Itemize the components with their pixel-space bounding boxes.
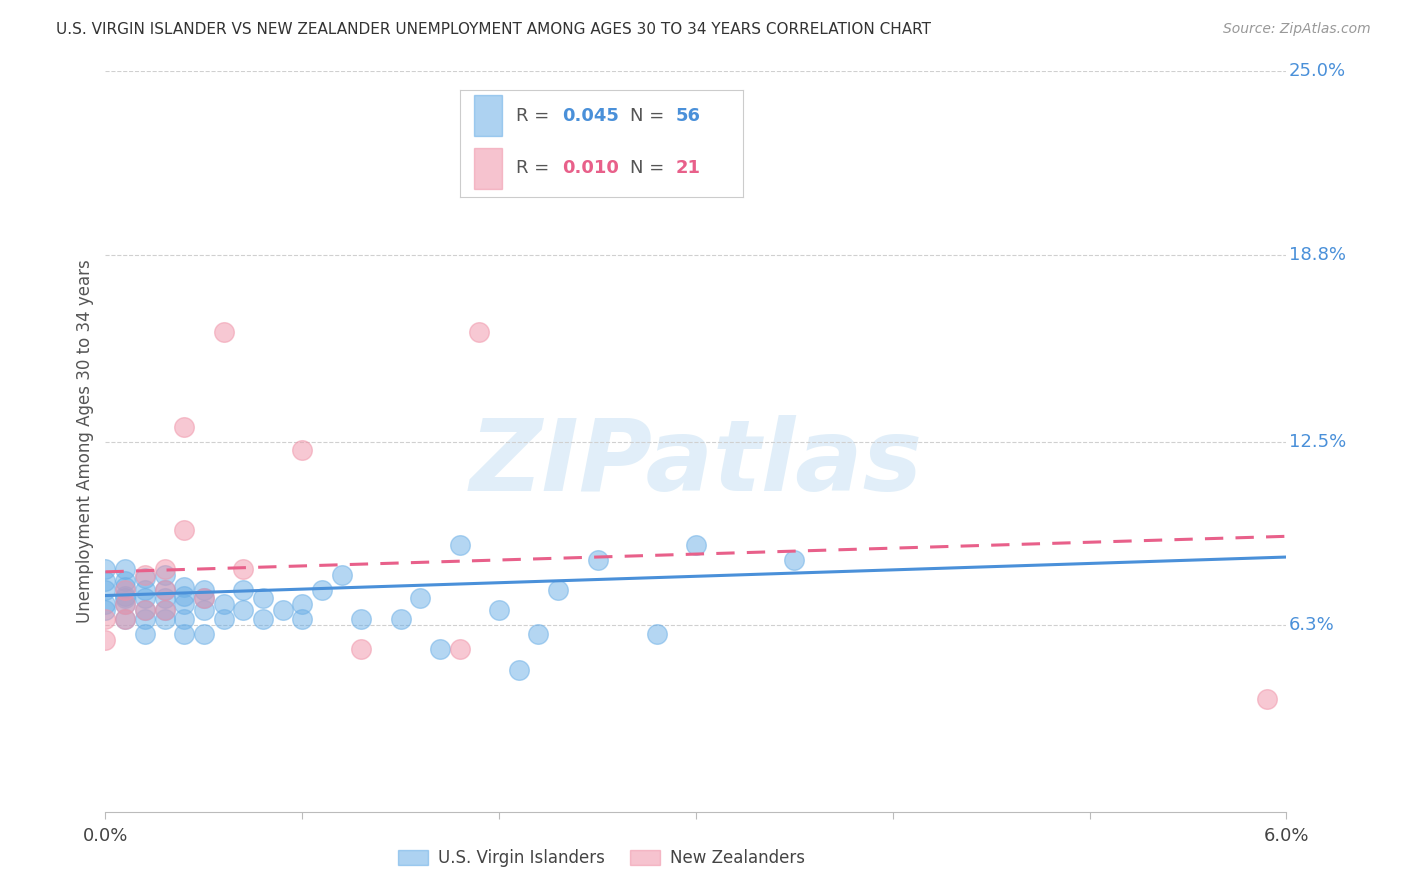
Point [291, 612, 314, 626]
Point [134, 603, 156, 617]
Point [94, 574, 117, 588]
Point [212, 598, 235, 612]
Point [134, 571, 156, 585]
Point [193, 591, 215, 606]
Point [114, 589, 136, 603]
Point [153, 591, 176, 606]
Point [173, 580, 195, 594]
Point [389, 612, 412, 626]
Point [547, 582, 569, 597]
Point [153, 582, 176, 597]
Point [350, 641, 373, 656]
Point [153, 567, 176, 582]
Y-axis label: Unemployment Among Ages 30 to 34 years: Unemployment Among Ages 30 to 34 years [76, 260, 94, 624]
Text: ZIPatlas: ZIPatlas [470, 416, 922, 512]
Point [173, 589, 195, 603]
Point [193, 603, 215, 617]
Point [114, 574, 136, 588]
Point [94, 632, 117, 647]
Point [114, 562, 136, 576]
Point [153, 562, 176, 576]
Point [153, 603, 176, 617]
Point [1256, 692, 1278, 706]
Point [134, 612, 156, 626]
Point [330, 567, 353, 582]
Point [232, 603, 254, 617]
Point [153, 582, 176, 597]
Legend: U.S. Virgin Islanders, New Zealanders: U.S. Virgin Islanders, New Zealanders [391, 842, 811, 874]
Point [508, 168, 530, 182]
Point [134, 591, 156, 606]
Point [94, 603, 117, 617]
Point [488, 603, 510, 617]
Point [114, 582, 136, 597]
Point [173, 419, 195, 434]
Point [94, 598, 117, 612]
Point [449, 641, 471, 656]
Point [429, 641, 451, 656]
Point [350, 612, 373, 626]
Point [586, 553, 609, 567]
Point [449, 538, 471, 552]
Point [291, 598, 314, 612]
Text: 25.0%: 25.0% [1289, 62, 1346, 80]
Point [134, 627, 156, 641]
Point [685, 538, 707, 552]
Point [173, 627, 195, 641]
Point [94, 582, 117, 597]
Point [193, 591, 215, 606]
Point [252, 612, 274, 626]
Text: 6.3%: 6.3% [1289, 616, 1334, 634]
Point [193, 582, 215, 597]
Point [114, 598, 136, 612]
Point [212, 325, 235, 339]
Point [409, 591, 432, 606]
Point [232, 582, 254, 597]
Text: Source: ZipAtlas.com: Source: ZipAtlas.com [1223, 22, 1371, 37]
Point [212, 612, 235, 626]
Point [153, 612, 176, 626]
Point [527, 627, 550, 641]
Point [271, 603, 294, 617]
Point [114, 580, 136, 594]
Point [134, 603, 156, 617]
Point [508, 663, 530, 677]
Point [645, 627, 668, 641]
Point [468, 325, 491, 339]
Text: 18.8%: 18.8% [1289, 246, 1346, 264]
Text: 12.5%: 12.5% [1289, 433, 1346, 450]
Point [311, 582, 333, 597]
Point [232, 562, 254, 576]
Point [783, 553, 806, 567]
Point [291, 443, 314, 458]
Point [252, 591, 274, 606]
Point [114, 612, 136, 626]
Point [94, 612, 117, 626]
Point [173, 612, 195, 626]
Point [193, 627, 215, 641]
Point [134, 582, 156, 597]
Point [173, 524, 195, 538]
Point [134, 567, 156, 582]
Point [153, 603, 176, 617]
Point [114, 598, 136, 612]
Text: U.S. VIRGIN ISLANDER VS NEW ZEALANDER UNEMPLOYMENT AMONG AGES 30 TO 34 YEARS COR: U.S. VIRGIN ISLANDER VS NEW ZEALANDER UN… [56, 22, 931, 37]
Point [114, 591, 136, 606]
Point [114, 612, 136, 626]
Point [173, 598, 195, 612]
Point [94, 562, 117, 576]
